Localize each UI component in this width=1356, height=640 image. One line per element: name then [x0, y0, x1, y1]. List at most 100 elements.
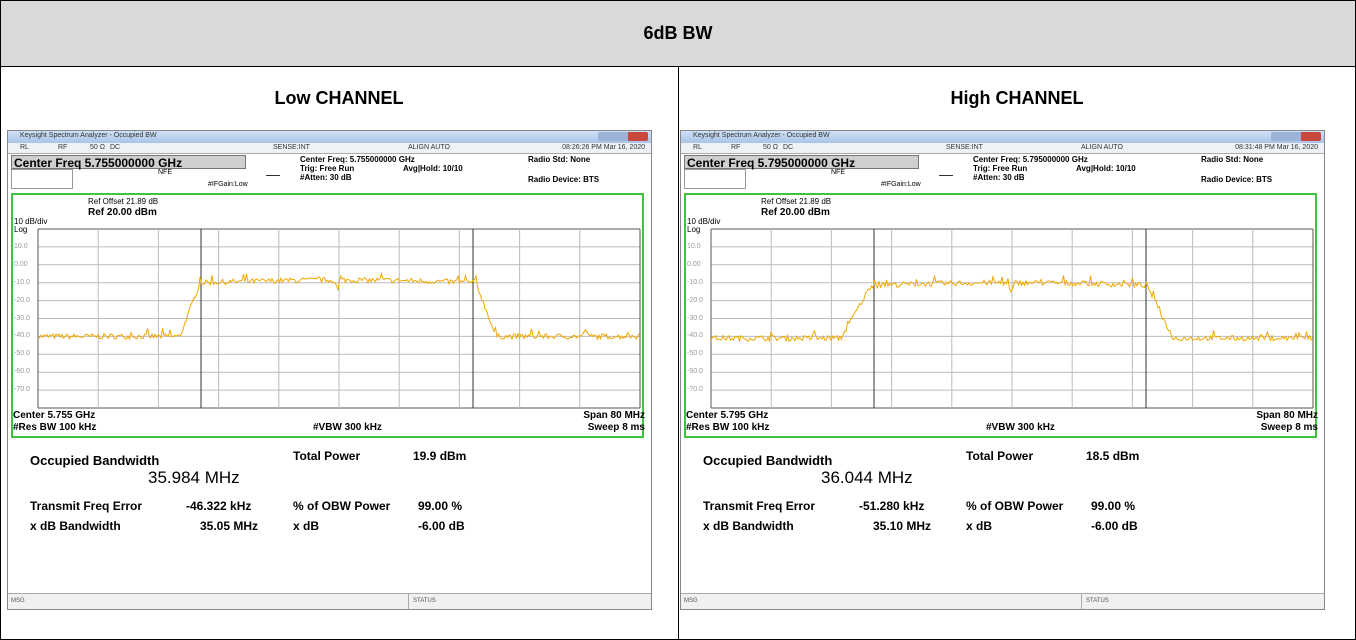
- status-bar: [8, 593, 651, 609]
- radio-std: Radio Std: None: [1201, 155, 1264, 164]
- toolbar: [8, 143, 651, 154]
- span: Span 80 MHz: [1256, 410, 1318, 421]
- setting: Center Freq: 5.795000000 GHz: [973, 155, 1088, 164]
- y-label: -50.0: [687, 350, 703, 358]
- plot-frame: [684, 193, 1317, 438]
- toolbar-item: SENSE:INT: [273, 144, 310, 151]
- obw-power-label: % of OBW Power: [293, 499, 391, 513]
- y-label: -60.0: [687, 368, 703, 376]
- status: STATUS: [413, 598, 436, 604]
- sweep: Sweep 8 ms: [1260, 422, 1318, 433]
- analyzer-screenshot: Keysight Spectrum Analyzer - Occupied BW…: [680, 130, 1325, 610]
- y-label: -30.0: [14, 314, 30, 322]
- y-label: 10.0: [687, 242, 701, 250]
- res-bw: #Res BW 100 kHz: [686, 422, 770, 433]
- freq-error: -51.280 kHz: [859, 499, 925, 513]
- header-cell: 6dB BW: [0, 0, 1356, 67]
- xdb-bw: 35.05 MHz: [200, 519, 259, 533]
- vbw: #VBW 300 kHz: [986, 422, 1055, 433]
- center-freq-box: Center Freq 5.755000000 GHz: [11, 155, 246, 170]
- radio-device: Radio Device: BTS: [1201, 175, 1273, 184]
- status: STATUS: [1086, 598, 1109, 604]
- trace: [710, 274, 1313, 343]
- panel-title: High CHANNEL: [950, 88, 1084, 108]
- window-title-bar: [8, 131, 651, 143]
- center-freq-box: Center Freq 5.795000000 GHz: [684, 155, 919, 170]
- vbw: #VBW 300 kHz: [313, 422, 382, 433]
- center-freq-sub: [684, 169, 746, 189]
- center-freq-sub: [11, 169, 73, 189]
- obw-value: 36.044 MHz: [821, 468, 913, 487]
- window-title-bar: [681, 131, 1324, 143]
- status-divider: [1081, 593, 1082, 609]
- xdb: -6.00 dB: [418, 519, 465, 533]
- obw-value: 35.984 MHz: [148, 468, 240, 487]
- ref-level: Ref 20.00 dBm: [761, 207, 830, 218]
- plot-frame: [11, 193, 644, 438]
- status-bar: [681, 593, 1324, 609]
- xdb: -6.00 dB: [1091, 519, 1138, 533]
- toolbar-item: RF: [731, 144, 741, 151]
- avg-hold: Avg|Hold: 10/10: [1076, 164, 1136, 173]
- y-label: 10.0: [14, 242, 28, 250]
- y-label: -50.0: [14, 350, 30, 358]
- ref-offset: Ref Offset 21.89 dB: [761, 197, 832, 206]
- toolbar-item: 50 Ω: [763, 144, 778, 151]
- nfe: NFE: [158, 169, 172, 176]
- sweep: Sweep 8 ms: [587, 422, 645, 433]
- toolbar-item: RL: [20, 144, 29, 151]
- trace: [37, 271, 640, 341]
- toolbar-item: 50 Ω: [90, 144, 105, 151]
- msg: MSG: [11, 598, 25, 604]
- ref-offset: Ref Offset 21.89 dB: [88, 197, 159, 206]
- window-title: Keysight Spectrum Analyzer - Occupied BW: [20, 132, 157, 139]
- if-gain: #IFGain:Low: [208, 181, 248, 188]
- timestamp: 08:31:48 PM Mar 16, 2020: [1235, 144, 1318, 151]
- total-power-label: Total Power: [966, 449, 1034, 463]
- window-buttons: [1271, 132, 1321, 141]
- y-label: -40.0: [687, 332, 703, 340]
- center: Center 5.795 GHz: [686, 410, 769, 421]
- toolbar-item: RF: [58, 144, 68, 151]
- toolbar-item: DC: [783, 144, 794, 151]
- obw-label: Occupied Bandwidth: [30, 453, 160, 468]
- setting: #Atten: 30 dB: [973, 173, 1025, 182]
- setting: #Atten: 30 dB: [300, 173, 352, 182]
- window-buttons: [598, 132, 648, 141]
- y-label: -40.0: [14, 332, 30, 340]
- header-title: 6dB BW: [643, 23, 713, 43]
- setting: Center Freq: 5.755000000 GHz: [300, 155, 415, 164]
- avg-hold: Avg|Hold: 10/10: [403, 164, 463, 173]
- msg: MSG: [684, 598, 698, 604]
- toolbar: [681, 143, 1324, 154]
- window-title: Keysight Spectrum Analyzer - Occupied BW: [693, 132, 830, 139]
- setting: Trig: Free Run: [973, 164, 1028, 173]
- analyzer-screenshot: Keysight Spectrum Analyzer - Occupied BW…: [7, 130, 652, 610]
- status-divider: [408, 593, 409, 609]
- xdb-label: x dB: [293, 519, 320, 533]
- toolbar-item: RL: [693, 144, 702, 151]
- y-label: -70.0: [14, 386, 30, 394]
- y-label: -70.0: [687, 386, 703, 394]
- span: Span 80 MHz: [583, 410, 645, 421]
- panel-title: Low CHANNEL: [274, 88, 404, 108]
- toolbar-item: SENSE:INT: [946, 144, 983, 151]
- xdb-bw: 35.10 MHz: [873, 519, 932, 533]
- total-power-label: Total Power: [293, 449, 361, 463]
- obw-power-label: % of OBW Power: [966, 499, 1064, 513]
- timestamp: 08:26:26 PM Mar 16, 2020: [562, 144, 645, 151]
- xdb-bw-label: x dB Bandwidth: [703, 519, 794, 533]
- scale-type: Log: [14, 225, 28, 234]
- toolbar-item: DC: [110, 144, 121, 151]
- plot: [710, 228, 1314, 409]
- trigger-icon: [939, 175, 953, 176]
- total-power: 18.5 dBm: [1086, 449, 1140, 463]
- obw-power: 99.00 %: [418, 499, 463, 513]
- plot: [37, 228, 641, 409]
- y-label: 0.00: [14, 260, 28, 268]
- xdb-bw-label: x dB Bandwidth: [30, 519, 121, 533]
- toolbar-item: ALIGN AUTO: [1081, 144, 1123, 151]
- y-label: -30.0: [687, 314, 703, 322]
- res-bw: #Res BW 100 kHz: [13, 422, 97, 433]
